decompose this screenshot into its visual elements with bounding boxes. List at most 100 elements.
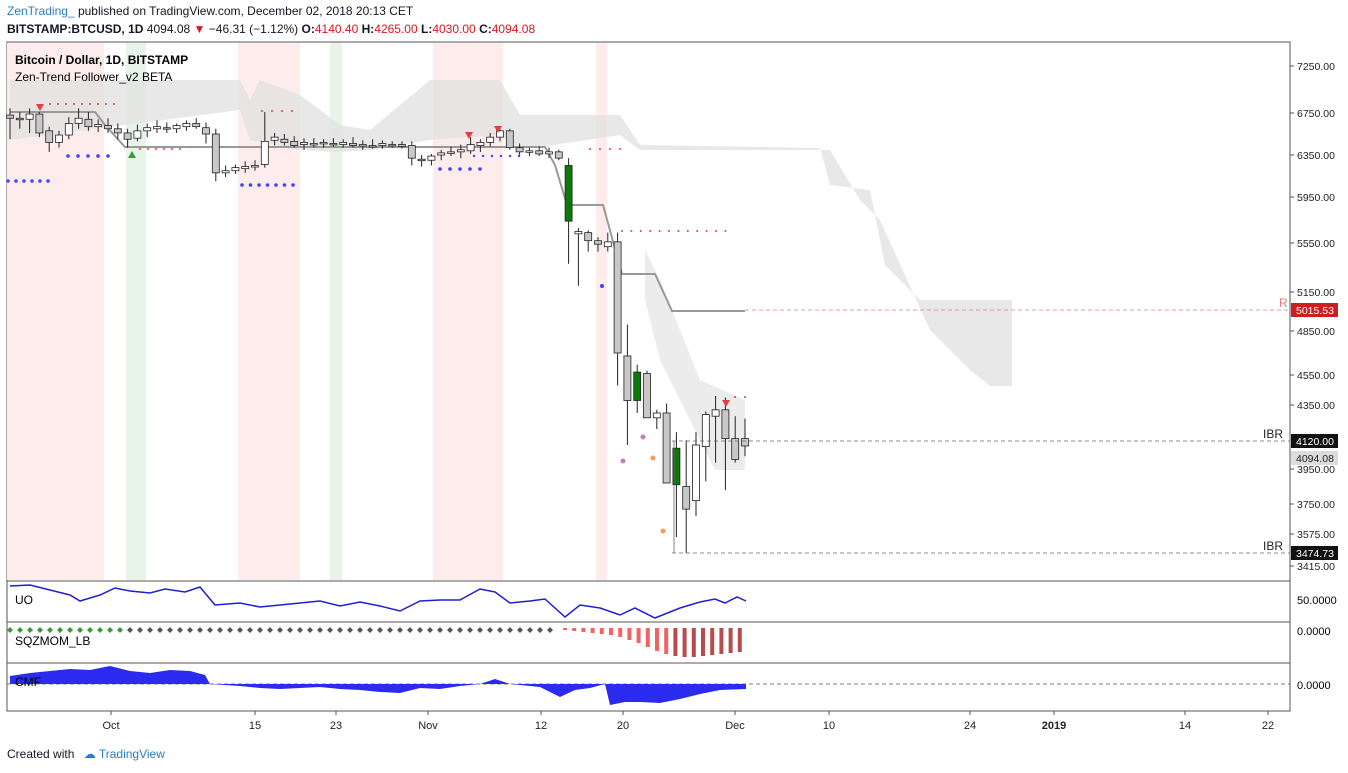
x-tick-label-3: Nov bbox=[418, 720, 438, 732]
candle-body-23 bbox=[231, 167, 240, 172]
candle-body-38 bbox=[378, 143, 387, 146]
resist-dot-a3 bbox=[73, 103, 75, 105]
sqz-marker-53 bbox=[537, 627, 543, 633]
candle-body-57 bbox=[564, 165, 573, 222]
resist-dot-c2 bbox=[281, 110, 283, 112]
publish-text: published on TradingView.com, December 0… bbox=[77, 4, 414, 18]
sell-marker-icon-2 bbox=[494, 126, 502, 133]
candle-body-13 bbox=[133, 130, 142, 139]
sqz-marker-26 bbox=[267, 627, 273, 633]
support-dot-a3 bbox=[30, 179, 34, 183]
candle-body-70 bbox=[692, 444, 700, 501]
candle-body-34 bbox=[339, 141, 348, 145]
sqz-marker-14 bbox=[147, 627, 153, 633]
resist-dot-e7 bbox=[686, 230, 689, 232]
y-tick-label-3: 5950.00 bbox=[1297, 192, 1335, 204]
author-link[interactable]: ZenTrading_ bbox=[7, 4, 75, 18]
sell-marker-icon-1 bbox=[465, 132, 473, 139]
candle-body-14 bbox=[143, 127, 152, 132]
sqz-marker-29 bbox=[297, 627, 303, 633]
y-tick-label-9: 3950.00 bbox=[1297, 464, 1335, 476]
indicator-name: Zen-Trend Follower_v2 BETA bbox=[15, 70, 172, 84]
resist-dot-d1 bbox=[599, 148, 601, 150]
price-tag-1: 4120.00 bbox=[1296, 436, 1334, 448]
level-tag-0: R bbox=[1279, 296, 1288, 310]
cmf-area-pos bbox=[10, 666, 210, 684]
candle-body-60 bbox=[594, 240, 602, 245]
resist-dot-e8 bbox=[696, 230, 699, 232]
uo-line bbox=[9, 584, 747, 619]
resist-dot-a0 bbox=[49, 103, 51, 105]
sqz-bar-1 bbox=[572, 628, 577, 631]
resist-dot-a7 bbox=[105, 103, 107, 105]
sqz-marker-48 bbox=[487, 627, 493, 633]
candle-body-36 bbox=[358, 144, 367, 147]
candle-body-47 bbox=[466, 144, 475, 152]
quote-line: BITSTAMP:BTCUSD, 1D 4094.08 ▼ −46.31 (−1… bbox=[7, 22, 535, 36]
support-dot-d1 bbox=[448, 167, 452, 171]
sqz-marker-46 bbox=[467, 627, 473, 633]
y-tick-label-8: 4350.00 bbox=[1297, 400, 1335, 412]
candle-body-16 bbox=[162, 127, 171, 130]
sqz-bar-5 bbox=[609, 628, 613, 635]
price-tag-2: 4094.08 bbox=[1296, 453, 1334, 465]
sqz-marker-15 bbox=[157, 627, 163, 633]
resist-dot-a6 bbox=[97, 103, 99, 105]
support-dot-e3 bbox=[499, 154, 503, 158]
support-dot-e0 bbox=[472, 154, 476, 158]
sqz-marker-51 bbox=[517, 627, 523, 633]
high-value: 4265.00 bbox=[374, 22, 418, 36]
candle-body-64 bbox=[633, 371, 642, 401]
support-dot-a0 bbox=[6, 179, 10, 183]
resist-dot-b4 bbox=[171, 148, 173, 150]
candle-body-35 bbox=[349, 143, 357, 146]
y-tick-label-10: 3750.00 bbox=[1297, 499, 1335, 511]
support-dot-a5 bbox=[46, 179, 50, 183]
candle-body-61 bbox=[603, 241, 612, 248]
support-dot-d4 bbox=[478, 167, 482, 171]
candle-body-5 bbox=[55, 134, 63, 143]
sqz-marker-50 bbox=[507, 627, 513, 633]
candle-body-48 bbox=[476, 141, 485, 146]
candle-body-74 bbox=[731, 438, 740, 460]
candle-body-59 bbox=[584, 232, 593, 242]
signal-dot-d bbox=[660, 528, 666, 534]
candle-body-68 bbox=[672, 447, 681, 486]
y-tick-label-11: 3575.00 bbox=[1297, 529, 1335, 541]
resist-dot-a1 bbox=[57, 103, 59, 105]
support-dot-d3 bbox=[468, 167, 472, 171]
y-tick-label-0: 7250.00 bbox=[1297, 61, 1335, 73]
candle-body-54 bbox=[535, 150, 544, 155]
support-dot-e4 bbox=[508, 154, 512, 158]
support-dot-b4 bbox=[106, 154, 110, 158]
uo-label: UO bbox=[15, 593, 33, 607]
sqz-bar-7 bbox=[627, 628, 632, 640]
tradingview-brand[interactable]: TradingView bbox=[98, 747, 165, 761]
resist-dot-e11 bbox=[724, 230, 727, 232]
footer: Created with ☁ TradingView bbox=[7, 747, 165, 761]
support-dot-d0 bbox=[438, 167, 442, 171]
resist-dot-e9 bbox=[705, 230, 708, 232]
sqz-bar-18 bbox=[728, 628, 733, 653]
cloud-band-upper bbox=[10, 80, 1012, 386]
sqz-marker-17 bbox=[177, 627, 183, 633]
indicator-panes bbox=[7, 584, 1290, 705]
tradingview-logo-icon[interactable]: ☁ bbox=[83, 747, 96, 761]
resist-dot-e2 bbox=[639, 230, 642, 232]
candle-body-24 bbox=[241, 166, 250, 170]
price-tag-bg-0 bbox=[1291, 303, 1338, 317]
resist-dot-e0 bbox=[621, 230, 623, 232]
cmf-area-neg1 bbox=[210, 684, 480, 693]
resist-dot-f1 bbox=[744, 396, 746, 398]
sqz-marker-21 bbox=[217, 627, 223, 633]
support-dot-b3 bbox=[96, 154, 100, 158]
x-tick-label-1: 15 bbox=[249, 720, 261, 732]
price-tag-bg-3 bbox=[1291, 546, 1338, 560]
low-value: 4030.00 bbox=[432, 22, 476, 36]
resist-dot-d0 bbox=[589, 148, 591, 150]
sqz-marker-18 bbox=[187, 627, 193, 633]
sqz-marker-16 bbox=[167, 627, 173, 633]
sqz-marker-39 bbox=[397, 627, 403, 633]
highlight-band-5 bbox=[596, 43, 607, 580]
